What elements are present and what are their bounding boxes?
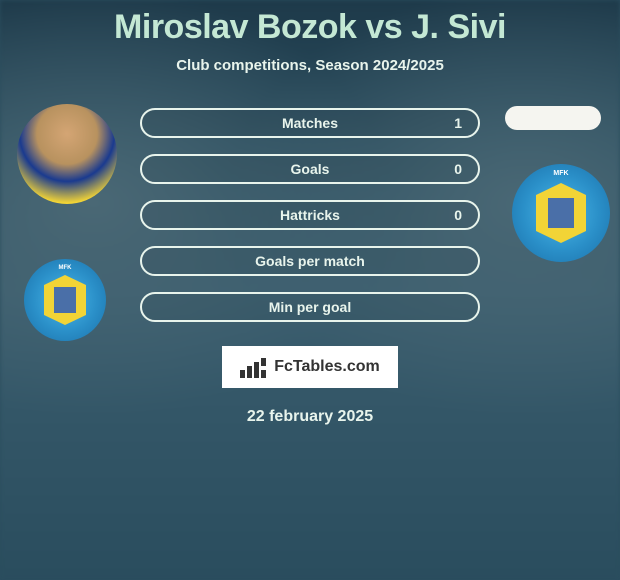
stat-value-right: 0 — [454, 207, 462, 223]
player-left-column: MFK — [12, 104, 122, 214]
stat-value-right: 0 — [454, 161, 462, 177]
badge-shield — [44, 275, 86, 325]
stats-column: Matches 1 Goals 0 Hattricks 0 Goals per … — [140, 108, 480, 322]
stat-row-goals-per-match: Goals per match — [140, 246, 480, 276]
page-title: Miroslav Bozok vs J. Sivi — [114, 8, 506, 47]
footer-date: 22 february 2025 — [247, 408, 373, 426]
badge-text-top: MFK — [24, 265, 106, 271]
stat-row-min-per-goal: Min per goal — [140, 292, 480, 322]
player-left-photo — [17, 104, 117, 204]
player-right-club-badge: MFK — [512, 164, 610, 262]
stat-row-goals: Goals 0 — [140, 154, 480, 184]
branding-box: FcTables.com — [222, 346, 398, 388]
stat-label: Hattricks — [280, 207, 340, 223]
page-subtitle: Club competitions, Season 2024/2025 — [176, 57, 444, 74]
stat-row-hattricks: Hattricks 0 — [140, 200, 480, 230]
content-root: Miroslav Bozok vs J. Sivi Club competiti… — [0, 0, 620, 580]
branding-text: FcTables.com — [274, 358, 380, 376]
stat-label: Matches — [282, 115, 338, 131]
player-right-photo — [505, 106, 601, 130]
stat-row-matches: Matches 1 — [140, 108, 480, 138]
badge-castle-icon — [548, 198, 574, 228]
stat-label: Goals — [291, 161, 330, 177]
comparison-area: MFK Matches 1 Goals 0 Hattricks 0 Goals … — [0, 104, 620, 322]
stat-label: Goals per match — [255, 253, 365, 269]
badge-castle-icon — [54, 287, 76, 313]
player-left-club-badge: MFK — [24, 259, 106, 341]
bar-chart-icon — [240, 356, 268, 378]
badge-text-top: MFK — [512, 170, 610, 177]
player-right-column: MFK — [498, 104, 608, 130]
stat-value-right: 1 — [454, 115, 462, 131]
stat-label: Min per goal — [269, 299, 351, 315]
badge-shield — [536, 183, 586, 243]
